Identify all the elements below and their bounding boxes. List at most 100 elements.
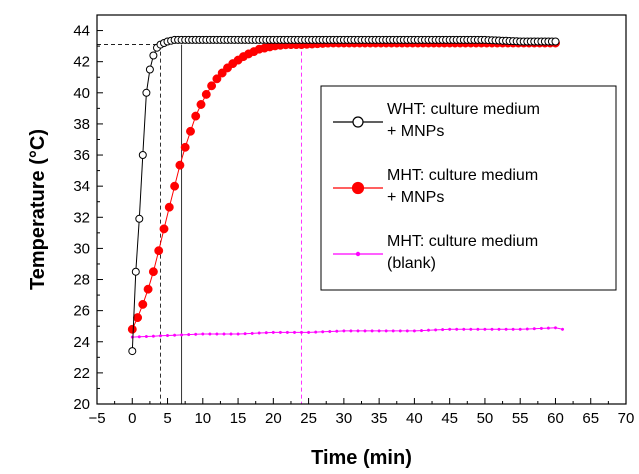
data-point (236, 332, 240, 336)
x-tick-label: 55 (512, 410, 529, 427)
data-point (525, 327, 529, 331)
data-point (539, 326, 543, 330)
data-point (127, 324, 137, 334)
data-point (164, 202, 174, 212)
y-tick-label: 20 (73, 396, 90, 413)
y-tick-label: 24 (73, 334, 90, 351)
legend-item: WHT: culture medium + MNPs (333, 101, 540, 140)
y-tick-label: 36 (73, 147, 90, 164)
guide-lines (97, 44, 302, 404)
data-point (546, 326, 550, 330)
data-point (314, 330, 318, 334)
data-point (490, 327, 494, 331)
x-tick-label: 60 (547, 410, 564, 427)
x-axis: −5 0 5 10 15 20 25 30 35 40 45 50 55 60 65 70 (88, 398, 634, 427)
y-tick-label: 42 (73, 54, 90, 71)
y-tick-label: 40 (73, 85, 90, 102)
legend-label: MHT: culture medium (387, 233, 538, 250)
data-point (504, 327, 508, 331)
legend-swatch-marker (351, 181, 365, 195)
series-layer (127, 35, 565, 356)
data-point (264, 331, 268, 335)
y-tick-label: 26 (73, 303, 90, 320)
data-point (377, 329, 381, 333)
legend-label: (blank) (387, 255, 436, 272)
y-axis-title: Temperature (°C) (27, 129, 49, 290)
x-tick-label: −5 (88, 410, 105, 427)
data-point (551, 37, 560, 46)
data-point (271, 330, 275, 334)
data-point (165, 333, 170, 338)
data-point (143, 284, 153, 294)
data-point (370, 329, 374, 333)
y-tick-label: 30 (73, 240, 90, 257)
data-point (137, 335, 141, 339)
x-tick-label: 30 (336, 410, 353, 427)
data-point (356, 329, 360, 333)
data-point (553, 326, 558, 330)
x-tick-label: 50 (477, 410, 494, 427)
legend-swatch-marker (352, 116, 364, 128)
y-axis: 20 22 24 26 28 30 32 34 36 38 40 42 44 (73, 23, 103, 413)
data-point (426, 328, 431, 332)
data-point (159, 224, 169, 234)
y-tick-label: 44 (73, 23, 90, 40)
x-tick-label: 25 (300, 410, 317, 427)
legend: WHT: culture medium+ MNPs MHT: culture me… (320, 85, 617, 291)
data-point (194, 332, 198, 336)
data-point (285, 330, 289, 334)
data-point (180, 333, 184, 337)
data-point (149, 51, 158, 60)
data-point (434, 328, 438, 332)
y-tick-label: 32 (73, 209, 90, 226)
y-tick-label: 34 (73, 178, 90, 195)
y-tick-label: 38 (73, 116, 90, 133)
x-tick-label: 5 (163, 410, 171, 427)
data-point (186, 126, 195, 136)
data-point (363, 329, 367, 333)
data-point (196, 100, 206, 109)
data-point (307, 330, 311, 334)
data-point (187, 333, 191, 337)
data-point (299, 330, 304, 334)
data-point (175, 160, 185, 170)
x-tick-label: 10 (194, 410, 211, 427)
data-point (292, 330, 297, 334)
data-point (328, 329, 332, 334)
x-axis-title: Time (min) (311, 447, 412, 469)
x-tick-label: 40 (406, 410, 423, 427)
data-point (469, 327, 473, 331)
data-point (511, 327, 515, 331)
data-point (207, 81, 217, 91)
series-0 (128, 35, 560, 356)
data-point (321, 330, 325, 334)
series-2 (130, 326, 565, 339)
data-point (133, 313, 143, 323)
data-point (243, 332, 247, 336)
data-point (391, 329, 395, 333)
data-point (135, 214, 144, 223)
data-point (208, 332, 212, 336)
data-point (222, 332, 226, 336)
x-tick-label: 0 (128, 410, 136, 427)
data-point (476, 327, 480, 331)
data-point (398, 329, 402, 333)
x-tick-label: 65 (582, 410, 599, 427)
data-point (173, 333, 177, 337)
data-point (131, 267, 140, 276)
data-point (148, 267, 158, 277)
data-point (384, 329, 388, 333)
data-point (145, 65, 154, 74)
data-point (151, 334, 155, 338)
data-point (462, 327, 466, 331)
data-point (138, 151, 147, 159)
data-point (532, 327, 536, 331)
legend-label: + MNPs (387, 189, 444, 206)
data-point (191, 111, 201, 121)
x-tick-label: 15 (230, 410, 247, 427)
data-point (250, 331, 254, 335)
data-point (483, 327, 487, 331)
data-point (497, 327, 501, 331)
legend-label: + MNPs (387, 123, 444, 140)
legend-swatch-marker (355, 251, 361, 257)
